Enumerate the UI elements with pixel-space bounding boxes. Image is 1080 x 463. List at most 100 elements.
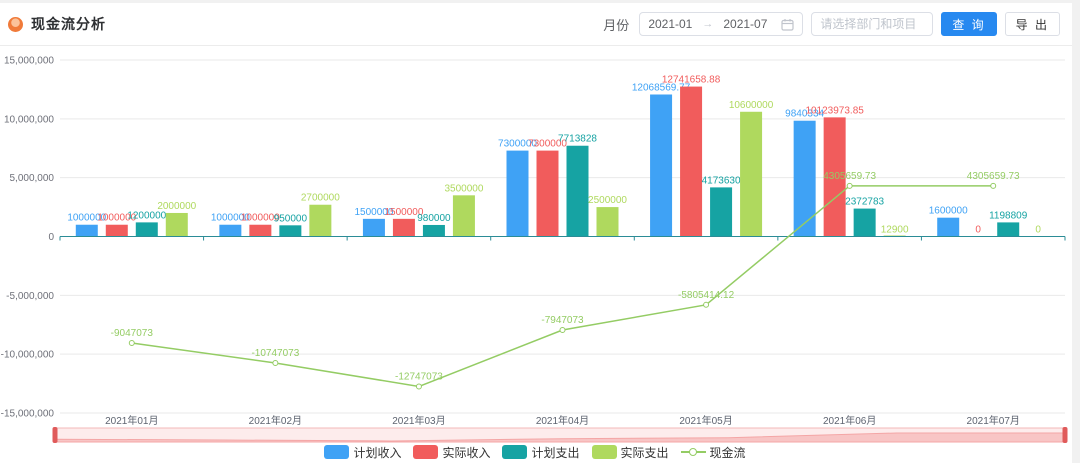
legend-swatch (324, 445, 350, 459)
bar-planned-expense-1[interactable] (279, 225, 302, 237)
y-axis-label: -10,000,000 (1, 350, 55, 361)
bar-label-actual-income-4: 12741658.88 (662, 75, 721, 86)
bar-label-planned-income-2: 1500000 (354, 207, 393, 218)
y-axis-label: -5,000,000 (6, 291, 54, 302)
coin-icon (8, 16, 23, 32)
filter-toolbar: 月份 2021-01 → 2021-07 查 询 导 出 (603, 12, 1060, 36)
bar-planned-expense-0[interactable] (135, 222, 158, 237)
bar-planned-expense-6[interactable] (997, 222, 1020, 237)
scrollbar-track[interactable] (1072, 0, 1080, 463)
legend-line-swatch (680, 445, 706, 459)
cashflow-point-0[interactable] (128, 339, 135, 346)
x-axis-label-0: 2021年01月 (105, 414, 158, 427)
cashflow-point-4[interactable] (703, 301, 710, 308)
bar-planned-income-6[interactable] (937, 217, 960, 237)
legend-item-actual-income[interactable]: 实际收入 (413, 444, 490, 461)
bar-actual-income-5[interactable] (823, 117, 846, 237)
bar-actual-income-3[interactable] (536, 150, 559, 237)
bar-planned-income-1[interactable] (219, 224, 242, 237)
legend-item-planned-expense[interactable]: 计划支出 (502, 444, 580, 461)
bar-actual-expense-1[interactable] (309, 204, 332, 237)
bar-label-planned-expense-6: 1198809 (989, 210, 1028, 221)
y-axis-label: 10,000,000 (4, 114, 54, 125)
x-axis-label-1: 2021年02月 (249, 414, 302, 427)
cashflow-point-1[interactable] (272, 359, 279, 366)
legend-label: 实际收入 (442, 445, 491, 460)
y-axis-label: 5,000,000 (10, 173, 55, 184)
legend-swatch (413, 445, 439, 459)
bar-planned-expense-5[interactable] (853, 208, 876, 237)
legend-label: 计划支出 (531, 445, 580, 460)
legend-label: 现金流 (709, 445, 746, 460)
bar-actual-income-0[interactable] (105, 224, 128, 237)
legend-item-planned-income[interactable]: 计划收入 (324, 444, 401, 461)
cashflow-point-3[interactable] (559, 327, 566, 334)
cashflow-chart: 15,000,000 10,000,000 5,000,000 0 -5,000,000… (1, 56, 1068, 443)
bar-label-planned-expense-5: 2372783 (845, 197, 884, 208)
bar-label-actual-expense-4: 10600000 (729, 100, 774, 111)
bar-label-planned-income-1: 1000000 (211, 213, 250, 224)
y-axis-label: 0 (48, 232, 54, 243)
y-axis-label: -15,000,000 (1, 409, 55, 420)
cashflow-point-5[interactable] (846, 182, 853, 189)
bar-planned-income-0[interactable] (75, 224, 98, 237)
datazoom-handle-right[interactable] (1062, 427, 1068, 443)
bar-actual-income-2[interactable] (392, 218, 415, 237)
bar-label-actual-income-0: 1000000 (97, 213, 136, 224)
query-button[interactable]: 查 询 (941, 12, 997, 36)
calendar-icon (781, 18, 794, 31)
bar-planned-expense-3[interactable] (566, 145, 589, 237)
bar-label-planned-income-0: 1000000 (67, 213, 106, 224)
bar-label-actual-income-6: 0 (975, 225, 981, 236)
y-axis-label: 15,000,000 (4, 56, 54, 67)
x-axis-label-3: 2021年04月 (536, 414, 589, 427)
bar-planned-income-2[interactable] (362, 218, 385, 237)
bar-actual-income-4[interactable] (680, 86, 703, 237)
date-end-value[interactable]: 2021-07 (723, 17, 768, 31)
bar-planned-expense-4[interactable] (710, 187, 733, 237)
export-button[interactable]: 导 出 (1004, 12, 1060, 36)
bar-label-planned-expense-2: 980000 (417, 213, 451, 224)
legend-item-cashflow[interactable]: 现金流 (680, 444, 746, 461)
bar-label-actual-expense-6: 0 (1035, 225, 1041, 236)
bar-planned-income-5[interactable] (793, 120, 816, 237)
bar-label-planned-expense-4: 4173630 (702, 175, 741, 186)
legend-label: 计划收入 (353, 445, 402, 460)
bar-actual-expense-3[interactable] (596, 207, 619, 237)
bar-label-planned-income-3: 7300000 (498, 139, 537, 150)
legend-item-actual-expense[interactable]: 实际支出 (591, 444, 669, 461)
bar-label-actual-expense-1: 2700000 (301, 193, 340, 204)
bar-label-planned-expense-3: 7713828 (558, 134, 597, 145)
bar-actual-expense-2[interactable] (452, 195, 475, 237)
x-axis-label-5: 2021年06月 (823, 414, 876, 427)
bar-label-planned-income-4: 12068569.77 (632, 82, 691, 93)
header: 现金流分析 月份 2021-01 → 2021-07 查 询 导 出 (0, 3, 1080, 46)
page-top-edge (0, 0, 1080, 3)
datazoom-handle-left[interactable] (52, 427, 58, 443)
bar-planned-expense-2[interactable] (422, 224, 445, 237)
legend-swatch (591, 445, 617, 459)
bar-label-actual-expense-2: 3500000 (444, 183, 483, 194)
bar-actual-income-1[interactable] (249, 224, 272, 237)
cashflow-label-6: 4305659.73 (967, 171, 1020, 182)
bar-label-actual-income-5: 10123973.85 (805, 105, 864, 116)
bar-label-actual-expense-0: 2000000 (157, 201, 196, 212)
bar-planned-income-3[interactable] (506, 150, 529, 237)
page-title: 现金流分析 (31, 16, 106, 32)
date-range-picker[interactable]: 2021-01 → 2021-07 (639, 12, 804, 36)
cashflow-label-2: -12747073 (395, 371, 443, 382)
cashflow-point-2[interactable] (415, 383, 422, 390)
header-title-group: 现金流分析 (8, 14, 106, 34)
bar-label-actual-expense-5: 12900 (881, 224, 909, 235)
legend-label: 实际支出 (620, 445, 669, 460)
bar-planned-income-4[interactable] (650, 94, 673, 237)
date-start-value[interactable]: 2021-01 (648, 17, 693, 31)
bar-actual-expense-0[interactable] (165, 212, 188, 237)
bar-label-actual-income-1: 1000000 (241, 213, 280, 224)
chart-legend: 计划收入 实际收入 计划支出 实际支出 现金流 (0, 444, 1070, 460)
bar-label-actual-income-2: 1500000 (384, 207, 423, 218)
department-project-input[interactable] (811, 12, 934, 36)
cashflow-point-6[interactable] (990, 182, 997, 189)
bar-label-planned-expense-1: 950000 (274, 213, 308, 224)
bar-actual-expense-4[interactable] (740, 111, 763, 237)
